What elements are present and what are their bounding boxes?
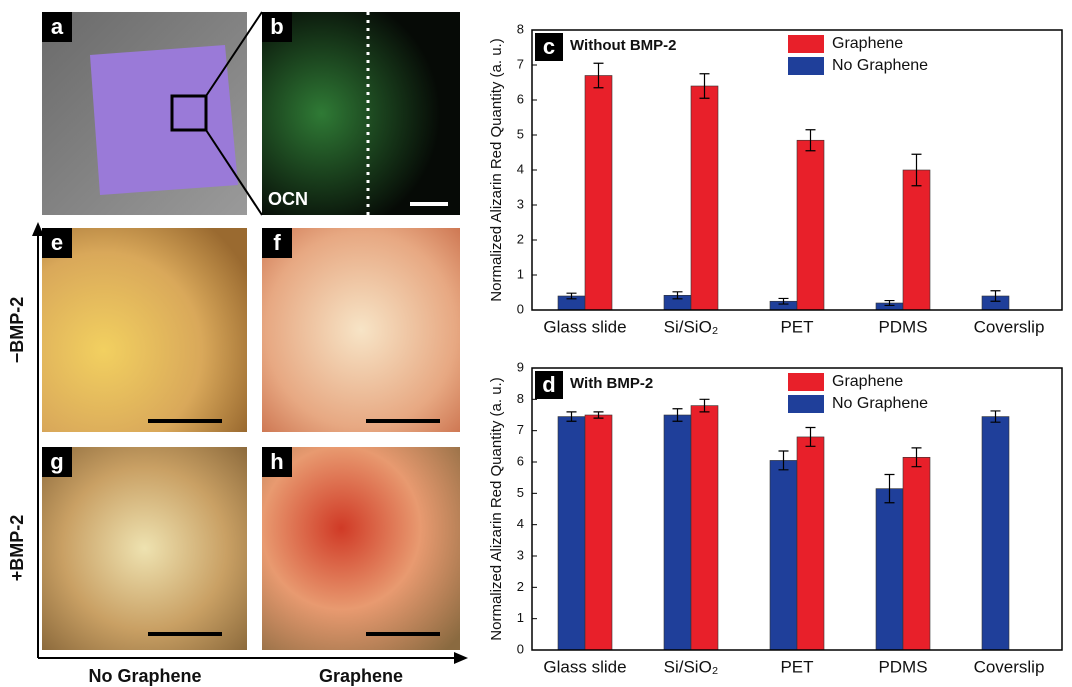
panel-label: d	[542, 372, 555, 397]
column-label: Graphene	[319, 666, 403, 686]
x-tick-label: Coverslip	[974, 657, 1045, 676]
y-tick-label: 1	[517, 266, 524, 281]
x-tick-label: Glass slide	[543, 657, 626, 676]
legend-swatch	[788, 57, 824, 75]
photo-b	[262, 12, 460, 215]
y-tick-label: 0	[517, 641, 524, 656]
legend-label: Graphene	[832, 373, 903, 390]
y-tick-label: 2	[517, 231, 524, 246]
x-tick-label: Si/SiO₂	[664, 657, 719, 676]
bar	[797, 437, 824, 650]
figure: a b e f g h OCN −BMP-2 +BMP-2 No Graphen…	[0, 0, 1072, 687]
bar	[797, 140, 824, 310]
photo-e	[42, 228, 247, 432]
photo-f	[262, 228, 460, 432]
photo-g	[42, 447, 247, 650]
panel-label: f	[273, 230, 281, 255]
x-tick-label: PDMS	[878, 317, 927, 336]
x-tick-label: Si/SiO₂	[664, 317, 719, 336]
legend-label: No Graphene	[832, 395, 928, 412]
bar	[691, 86, 718, 310]
y-tick-label: 6	[517, 453, 524, 468]
chart-title: With BMP-2	[570, 375, 653, 392]
x-tick-label: PDMS	[878, 657, 927, 676]
panel-label: e	[51, 230, 63, 255]
bar	[903, 457, 930, 650]
chart-title: Without BMP-2	[570, 37, 677, 54]
y-tick-label: 2	[517, 579, 524, 594]
bar	[558, 417, 585, 650]
bar	[691, 406, 718, 650]
panel-label: c	[543, 34, 555, 59]
y-tick-label: 6	[517, 91, 524, 106]
stain-label: OCN	[268, 189, 308, 209]
y-tick-label: 8	[517, 391, 524, 406]
y-tick-label: 4	[517, 161, 524, 176]
legend-swatch	[788, 373, 824, 391]
y-tick-label: 1	[517, 610, 524, 625]
y-tick-label: 7	[517, 422, 524, 437]
row-label: +BMP-2	[7, 515, 27, 582]
y-tick-label: 7	[517, 56, 524, 71]
bar	[982, 417, 1009, 650]
photo-h	[262, 447, 460, 650]
legend-label: No Graphene	[832, 57, 928, 74]
panel-label: h	[270, 449, 283, 474]
bar	[903, 170, 930, 310]
y-tick-label: 3	[517, 547, 524, 562]
column-label: No Graphene	[88, 666, 201, 686]
y-axis-label: Normalized Alizarin Red Quantity (a. u.)	[488, 38, 505, 301]
y-tick-label: 4	[517, 516, 524, 531]
x-tick-label: Coverslip	[974, 317, 1045, 336]
panel-label: b	[270, 14, 283, 39]
x-tick-label: PET	[780, 317, 813, 336]
y-tick-label: 3	[517, 196, 524, 211]
y-tick-label: 5	[517, 126, 524, 141]
x-tick-label: PET	[780, 657, 813, 676]
x-tick-label: Glass slide	[543, 317, 626, 336]
y-axis-label: Normalized Alizarin Red Quantity (a. u.)	[488, 377, 505, 640]
panel-label: g	[50, 449, 63, 474]
panel-label: a	[51, 14, 64, 39]
y-tick-label: 9	[517, 359, 524, 374]
wafer	[90, 45, 238, 195]
y-tick-label: 0	[517, 301, 524, 316]
y-tick-label: 5	[517, 485, 524, 500]
y-tick-label: 8	[517, 21, 524, 36]
bar	[664, 415, 691, 650]
legend-label: Graphene	[832, 35, 903, 52]
bar	[585, 415, 612, 650]
row-label: −BMP-2	[7, 297, 27, 364]
legend-swatch	[788, 395, 824, 413]
legend-swatch	[788, 35, 824, 53]
bar	[585, 76, 612, 311]
bar	[770, 460, 797, 650]
bar	[876, 489, 903, 650]
photos: a b e f g h OCN	[42, 12, 460, 650]
